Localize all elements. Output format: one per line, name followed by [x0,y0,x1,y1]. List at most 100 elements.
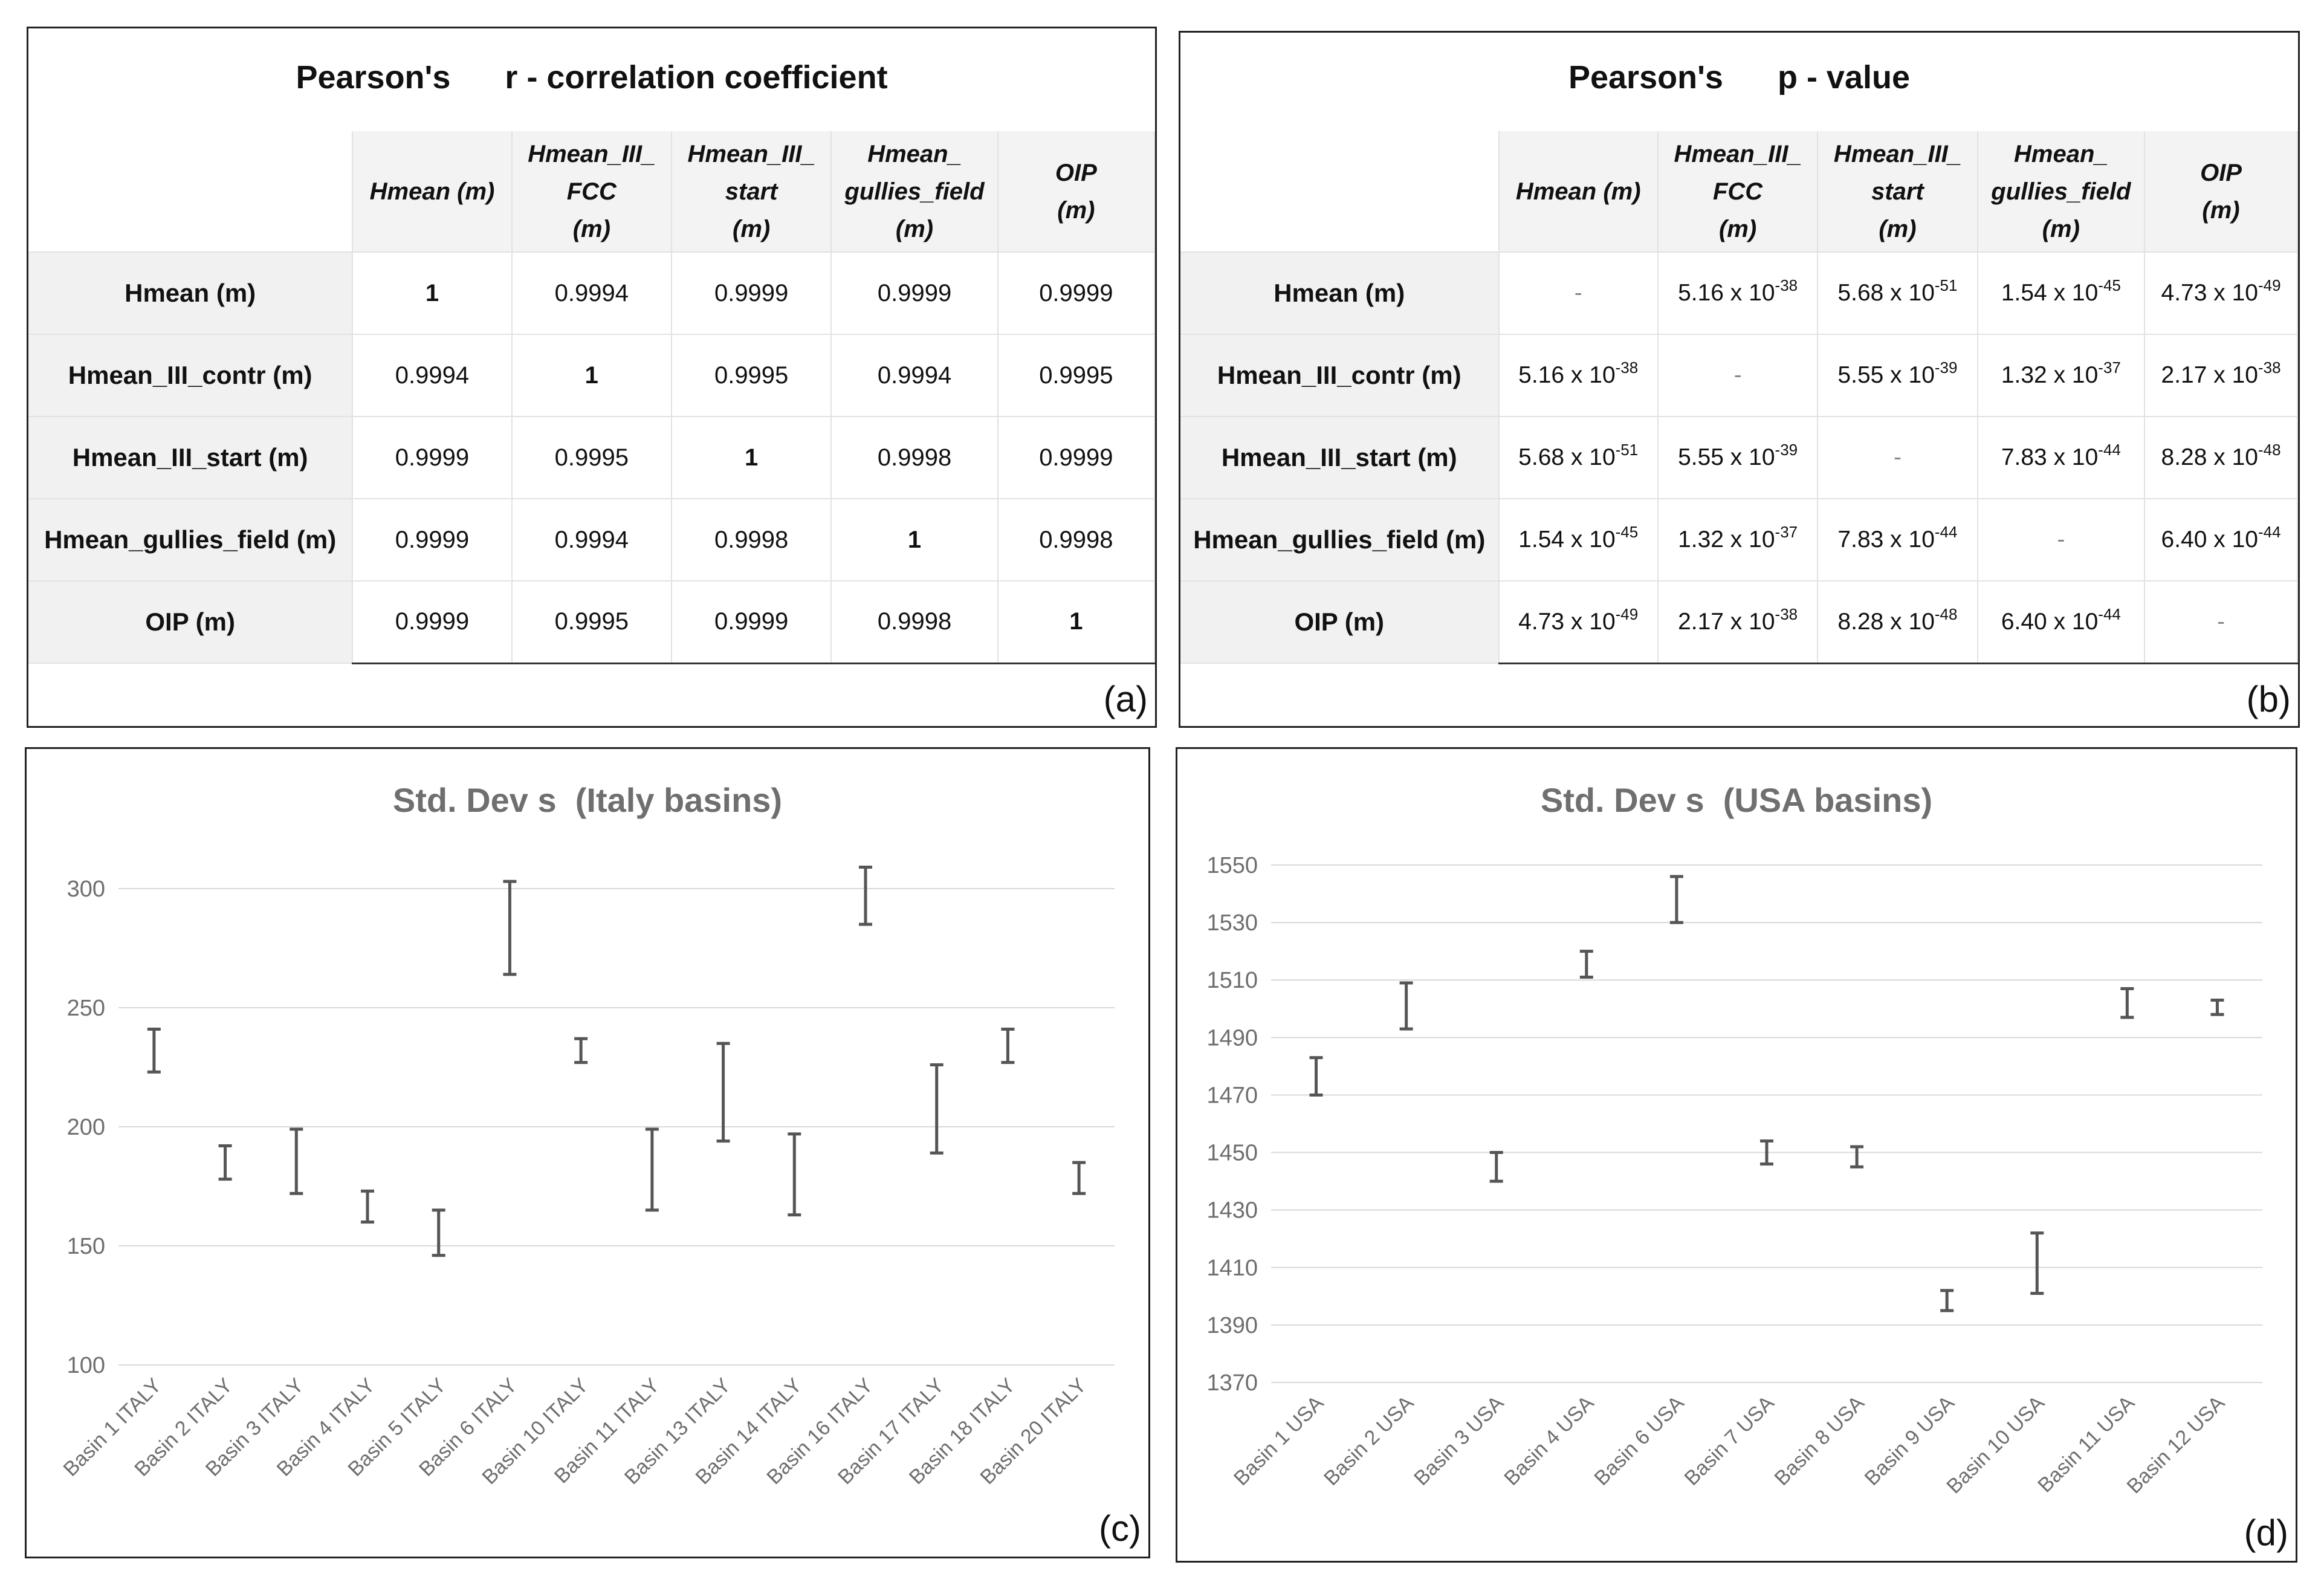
table-row: Hmean (m) 1 0.9994 0.9999 0.9999 0.9999 [28,252,1156,335]
error-bar [1001,1027,1015,1065]
corner-cell [1180,131,1500,253]
table-cell: 6.40 x 10-44 [1977,581,2146,664]
y-tick-label: 1450 [1206,1141,1258,1166]
x-category-label: Basin 7 USA [1680,1392,1778,1490]
pvalue-exponent: -37 [1775,523,1798,541]
column-header: Hmean (m) [1498,131,1659,253]
y-tick-label: 250 [67,996,105,1021]
pvalue-mantissa: 2.17 x 10 [2161,362,2258,388]
y-tick-label: 150 [67,1234,105,1259]
table-cell: 5.55 x 10-39 [1817,334,1978,417]
column-header-line: Hmean_ [867,140,962,167]
y-tick-label: 1530 [1206,910,1258,936]
table-row: Hmean_gullies_field (m) 0.9999 0.9994 0.999… [28,499,1156,582]
pvalue-exponent: -39 [1775,441,1798,459]
panel-c-letter: (c) [1099,1508,1141,1549]
error-bar [859,866,872,926]
table-cell: 0.9995 [671,334,832,417]
column-header-line: start [725,178,778,205]
row-header: Hmean_gullies_field (m) [1180,499,1500,582]
pvalue-exponent: -44 [2258,523,2281,541]
column-header-line: (m) [1057,196,1095,224]
pvalue-mantissa: 5.55 x 10 [1837,362,1935,388]
table-cell: 0.9999 [997,416,1156,499]
pvalue-table: Hmean (m) Hmean_III_ FCC (m) Hmean_III_ start… [1180,131,2298,664]
pvalue-mantissa: 5.68 x 10 [1837,280,1935,306]
column-header-line: Hmean (m) [369,178,495,205]
pvalue-mantissa: 8.28 x 10 [1837,608,1935,635]
table-cell: 1.54 x 10-45 [1977,252,2146,335]
table-cell: 1.32 x 10-37 [1977,334,2146,417]
pvalue-exponent: -45 [2098,276,2121,294]
y-tick-label: 1510 [1206,968,1258,993]
y-tick-label: 1410 [1206,1256,1258,1281]
column-header-line: Hmean_III_ [1674,140,1802,167]
pvalue-exponent: -37 [2098,358,2121,377]
column-header-line: OIP [1055,159,1097,186]
y-tick-label: 300 [67,877,105,902]
pvalue-mantissa: 6.40 x 10 [2001,608,2099,635]
table-cell: 5.16 x 10-38 [1498,334,1659,417]
error-bar [1309,1056,1323,1097]
pvalue-mantissa: 5.16 x 10 [1678,280,1775,306]
table-cell: 1 [997,581,1156,664]
table-cell: 7.83 x 10-44 [1817,499,1978,582]
y-tick-label: 100 [67,1353,105,1378]
table-cell: 1 [511,334,672,417]
panel-a-correlation-table: Pearson's r - correlation coefficient Hm… [27,27,1157,728]
table-cell: 7.83 x 10-44 [1977,416,2146,499]
table-cell: 5.55 x 10-39 [1657,416,1819,499]
y-tick-label: 1430 [1206,1198,1258,1223]
table-cell: 2.17 x 10-38 [1657,581,1819,664]
pvalue-exponent: -51 [1934,276,1958,294]
panel-a-title: Pearson's r - correlation coefficient [296,59,888,96]
error-bar [788,1132,801,1217]
error-bar [2030,1231,2044,1295]
pvalue-exponent: -45 [1615,523,1639,541]
error-bar [218,1144,232,1181]
row-header: Hmean_III_start (m) [1180,416,1500,499]
row-header: OIP (m) [28,581,354,664]
table-cell: 1 [352,252,513,335]
table-cell: - [1817,416,1978,499]
table-cell: 1.32 x 10-37 [1657,499,1819,582]
table-cell: 0.9999 [352,499,513,582]
table-cell: 0.9999 [671,581,832,664]
error-bar [716,1042,730,1143]
table-cell: 5.68 x 10-51 [1817,252,1978,335]
pvalue-exponent: -44 [1934,523,1958,541]
column-header: OIP (m) [2144,131,2298,253]
column-header-line: start [1871,178,1924,205]
error-bar [1579,950,1593,979]
panel-b-title: Pearson's p - value [1568,59,1911,96]
column-header: Hmean (m) [352,131,513,253]
error-bar [2210,999,2224,1016]
panel-b-letter: (b) [2246,679,2291,719]
column-header-line: (m) [1718,215,1757,242]
column-header-line: FCC [1712,178,1763,205]
table-cell: 1.54 x 10-45 [1498,499,1659,582]
pvalue-mantissa: 6.40 x 10 [2161,527,2258,553]
correlation-table: Hmean (m) Hmean_III_ FCC (m) Hmean_III_ start… [28,131,1156,664]
pvalue-mantissa: 1.54 x 10 [1518,527,1616,553]
table-row: Hmean_III_contr (m) 0.9994 1 0.9995 0.9994 0.… [28,334,1156,417]
table-cell: 0.9995 [511,581,672,664]
x-category-label: Basin 8 USA [1770,1392,1869,1490]
error-bar [290,1127,303,1195]
pvalue-exponent: -38 [2258,358,2281,377]
table-cell: 0.9998 [997,499,1156,582]
row-header: Hmean_III_start (m) [28,416,354,499]
error-bar [1489,1151,1503,1183]
pvalue-exponent: -49 [2258,276,2281,294]
pvalue-mantissa: 8.28 x 10 [2161,444,2258,470]
error-bar [930,1063,944,1155]
error-bar [432,1208,445,1257]
pvalue-mantissa: 7.83 x 10 [2001,444,2099,470]
pvalue-exponent: -48 [2258,441,2281,459]
table-cell: 0.9998 [831,416,999,499]
column-header-line: Hmean_ [2014,140,2108,167]
chart-d-plot: 1370 1390 1410 1430 1450 1470 1490 1510 1530 1550… [1206,853,2262,1498]
table-row: Hmean (m) -5.16 x 10-38 5.68 x 10-51 1.54 x… [1180,252,2298,335]
panel-a-letter: (a) [1103,679,1148,719]
x-category-label: Basin 9 USA [1860,1392,1959,1490]
